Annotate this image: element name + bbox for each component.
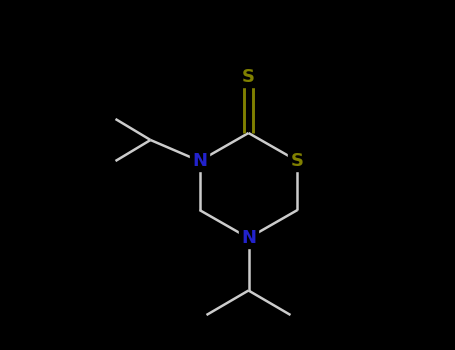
Bar [288,151,307,170]
Text: N: N [192,152,207,170]
Bar [190,151,209,170]
Text: N: N [241,229,256,247]
Text: S: S [291,152,304,170]
Text: S: S [242,68,255,86]
Bar [239,229,258,248]
Bar [239,67,258,87]
